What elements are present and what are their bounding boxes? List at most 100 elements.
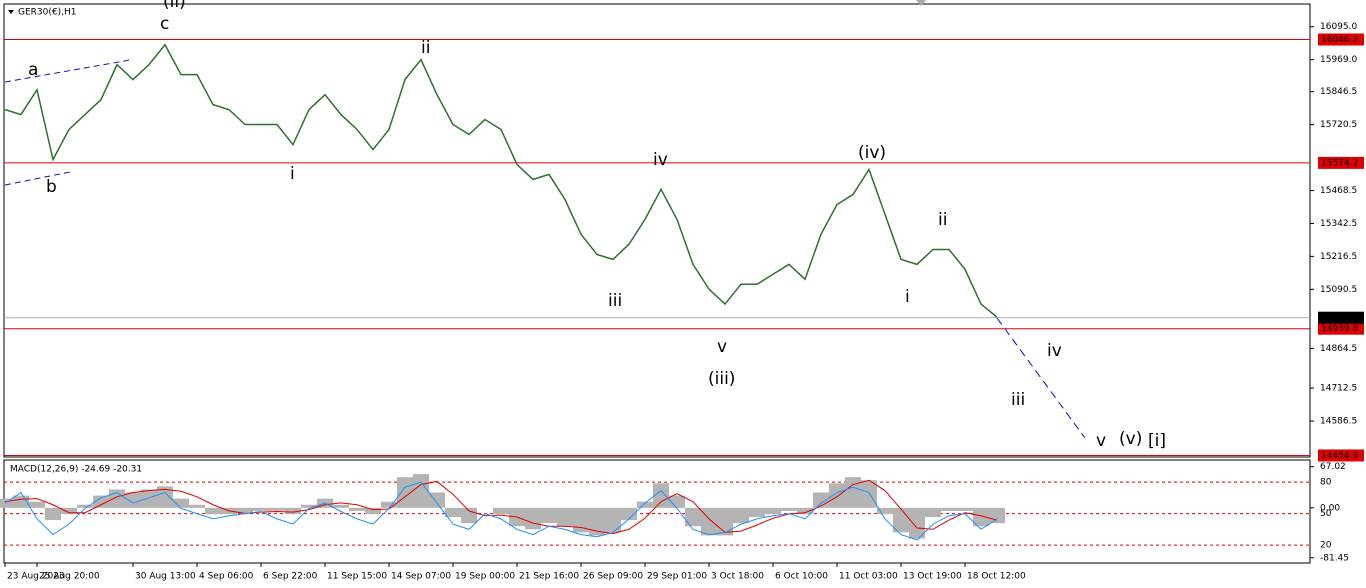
- trend-line: [4, 171, 71, 186]
- macd-bar: [365, 507, 381, 514]
- macd-bar: [461, 507, 477, 524]
- macd-bar: [493, 507, 509, 514]
- wave-label: i: [905, 287, 910, 307]
- x-tick-label: 11 Oct 03:00: [839, 572, 898, 582]
- macd-bar: [573, 507, 589, 533]
- macd-bar: [141, 489, 157, 508]
- wave-label: c: [160, 14, 169, 34]
- macd-bar: [29, 501, 45, 508]
- macd-bar: [957, 507, 973, 511]
- x-tick-label: 29 Sep 01:00: [647, 572, 707, 582]
- macd-bar: [637, 501, 653, 508]
- x-tick-label: 30 Aug 13:00: [135, 572, 196, 582]
- menu-arrow[interactable]: [8, 10, 14, 14]
- x-tick-label: 18 Oct 12:00: [967, 572, 1026, 582]
- macd-bar: [349, 507, 365, 511]
- macd-bar: [685, 507, 701, 527]
- macd-bar: [605, 507, 621, 533]
- wave-label: iv: [653, 150, 668, 170]
- macd-bar: [61, 507, 77, 514]
- chart-title: GER30(€),H1: [18, 8, 76, 18]
- macd-bar: [653, 483, 669, 508]
- price-panel: [3, 3, 1311, 458]
- macd-bar: [301, 504, 317, 508]
- macd-bar: [429, 492, 445, 508]
- macd-bar: [621, 507, 637, 521]
- level-label-box: [1318, 33, 1364, 46]
- macd-bar: [445, 507, 461, 518]
- x-tick-label: 19 Sep 00:00: [455, 572, 515, 582]
- macd-bar: [93, 495, 109, 508]
- y-tick-label: 15342.5: [1320, 219, 1357, 229]
- level-label: 16046.2: [1321, 35, 1358, 45]
- macd-bar: [413, 474, 429, 508]
- macd-bar: [333, 504, 349, 508]
- level-label-box: [1318, 322, 1364, 335]
- level-label-box: [1318, 311, 1364, 324]
- macd-bar: [909, 507, 925, 539]
- x-tick-label: 6 Oct 10:00: [775, 572, 828, 582]
- y-tick-label: 16095.0: [1320, 22, 1357, 32]
- macd-bar: [861, 480, 877, 508]
- wave-label: (ii): [163, 0, 186, 12]
- macd-bar: [173, 498, 189, 508]
- wave-label: (iv): [858, 143, 886, 163]
- y-tick-label: 14864.5: [1320, 344, 1357, 354]
- level-label: 14939.8: [1321, 324, 1358, 334]
- x-tick-label: 4 Sep 06:00: [199, 572, 254, 582]
- x-tick-label: 6 Sep 22:00: [263, 572, 318, 582]
- scroll-marker: [916, 0, 926, 6]
- macd-bar: [157, 486, 173, 508]
- wave-label: (iii): [708, 369, 735, 389]
- x-tick-label: 25 Aug 20:00: [39, 572, 100, 582]
- macd-bar: [125, 492, 141, 508]
- y-tick-label: 15720.5: [1320, 120, 1357, 130]
- x-tick-label: 23 Aug 2023: [7, 572, 65, 582]
- macd-bar: [557, 507, 573, 527]
- macd-bar: [829, 483, 845, 508]
- macd-bar: [237, 507, 253, 513]
- x-tick-label: 11 Sep 15:00: [327, 572, 387, 582]
- level-label-box: [1318, 156, 1364, 169]
- y-tick-label: -81.45: [1320, 553, 1349, 563]
- macd-bar: [845, 477, 861, 508]
- y-tick-label: 15969.0: [1320, 55, 1357, 65]
- y-tick-label: 15216.5: [1320, 252, 1357, 262]
- macd-bar: [45, 507, 61, 521]
- macd-title: MACD(12,26,9) -24.69 -20.31: [10, 465, 142, 475]
- price-line: [4, 43, 998, 318]
- macd-panel: [3, 459, 1311, 564]
- y-tick-label: 15090.5: [1320, 285, 1357, 295]
- wave-label: ii: [938, 210, 947, 230]
- y-tick-label: 15846.5: [1320, 87, 1357, 97]
- x-tick-label: 13 Oct 19:00: [903, 572, 962, 582]
- macd-bar: [285, 507, 301, 514]
- macd-bar: [269, 507, 285, 511]
- indicator-line: [4, 479, 998, 535]
- level-label: 15574.2: [1321, 158, 1358, 168]
- y-tick-label: 67.02: [1320, 462, 1346, 472]
- macd-bar: [877, 507, 893, 514]
- macd-bar: [701, 507, 717, 536]
- wave-label: iii: [1011, 390, 1025, 410]
- indicator-line: [4, 481, 998, 541]
- macd-bar: [797, 507, 813, 514]
- y-tick-label: 15468.5: [1320, 186, 1357, 196]
- macd-bar: [733, 507, 749, 524]
- macd-bar: [205, 507, 221, 514]
- wave-label: v: [1096, 431, 1106, 451]
- macd-bar: [189, 504, 205, 508]
- wave-label: v: [717, 337, 727, 357]
- level-label: 14454.9: [1321, 451, 1358, 461]
- macd-bar: [749, 507, 765, 518]
- projection-line: [996, 317, 1086, 439]
- x-tick-label: 21 Sep 16:00: [519, 572, 579, 582]
- macd-bar: [973, 507, 989, 527]
- wave-label: ii: [421, 38, 430, 58]
- macd-bar: [541, 507, 557, 524]
- macd-bar: [589, 507, 605, 536]
- macd-bar: [765, 507, 781, 514]
- macd-bar: [77, 504, 93, 508]
- macd-bar: [0, 498, 13, 508]
- wave-label: [i]: [1148, 431, 1166, 451]
